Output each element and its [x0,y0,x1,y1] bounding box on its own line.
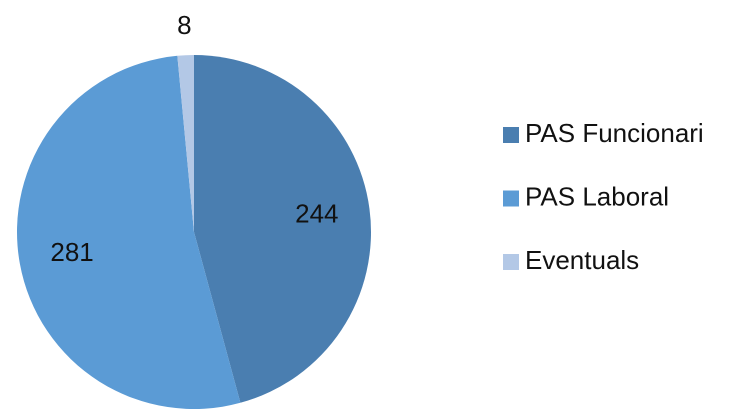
pie-slice [17,55,241,409]
pie-slice [177,55,194,232]
pie-slice [194,55,371,403]
legend-swatch [503,127,519,143]
data-label: 244 [295,198,338,228]
legend-label: PAS Funcionari [525,118,704,148]
data-label: 8 [177,10,191,40]
legend-label: PAS Laboral [525,181,669,211]
legend-swatch [503,254,519,270]
legend-swatch [503,190,519,207]
data-label: 281 [50,237,93,267]
legend-label: Eventuals [525,245,639,275]
